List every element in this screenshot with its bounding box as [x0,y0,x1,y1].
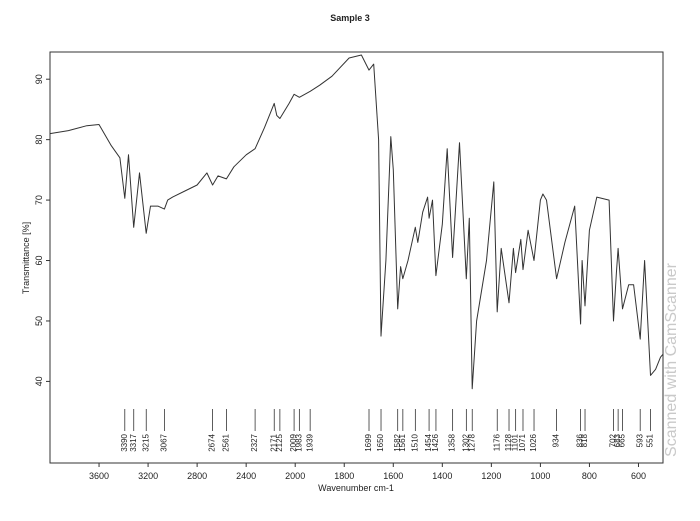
y-axis-label: Transmittance [%] [21,222,31,294]
peak-label: 1561 [398,433,407,451]
spectrum-line [49,54,664,390]
y-tick-label: 40 [34,376,44,386]
peak-label: 934 [552,433,561,447]
peak-label: 3215 [141,433,150,451]
peak-label: 1302 [461,433,470,451]
peak-label: 551 [646,433,655,447]
x-tick-label: 2000 [285,471,305,481]
x-tick-label: 1000 [530,471,550,481]
peak-label: 836 [576,433,585,447]
plot-frame [49,51,664,464]
peak-label: 1699 [364,433,373,451]
peak-label: 1510 [410,433,419,451]
x-axis-label: Wavenumber cm-1 [318,483,394,493]
y-tick-label: 60 [34,256,44,266]
peak-label: 2009 [289,433,298,451]
x-tick-label: 2800 [187,471,207,481]
peak-label: 1101 [511,433,520,451]
x-tick-label: 600 [631,471,646,481]
y-tick-label: 70 [34,195,44,205]
peak-label: 1358 [448,433,457,451]
peak-label: 1176 [492,433,501,451]
x-tick-label: 2400 [236,471,256,481]
x-tick-label: 1800 [334,471,354,481]
peak-label: 1278 [467,433,476,451]
peak-label: 3067 [159,433,168,451]
x-tick-label: 1200 [481,471,501,481]
peak-label: 683 [613,433,622,447]
chart-title: Sample 3 [330,13,370,23]
peak-label: 2561 [222,433,231,451]
x-tick-label: 3600 [89,471,109,481]
peak-label: 1128 [504,433,513,451]
peak-label: 1983 [294,433,303,451]
peak-label: 665 [618,433,627,447]
y-tick-label: 50 [34,316,44,326]
peak-label: 3390 [120,433,129,451]
peak-label: 2674 [208,433,217,451]
peak-label: 818 [580,433,589,447]
y-tick-label: 90 [34,74,44,84]
peak-label: 1026 [529,433,538,451]
peak-label: 2125 [275,433,284,451]
peak-label: 593 [635,433,644,447]
x-tick-label: 1400 [432,471,452,481]
watermark: Scanned with CamScanner [663,262,680,457]
x-tick-label: 3200 [138,471,158,481]
peak-label: 1650 [376,433,385,451]
x-tick-label: 1600 [383,471,403,481]
peak-label: 2327 [250,433,259,451]
peak-label: 3317 [129,433,138,451]
peak-label: 1939 [305,433,314,451]
peak-label: 1454 [424,433,433,451]
peak-label: 702 [609,433,618,447]
y-tick-label: 80 [34,135,44,145]
peak-label: 1426 [431,433,440,451]
peak-label: 1582 [393,433,402,451]
peak-label: 1071 [518,433,527,451]
peak-label: 2171 [269,433,278,451]
x-tick-label: 800 [582,471,597,481]
